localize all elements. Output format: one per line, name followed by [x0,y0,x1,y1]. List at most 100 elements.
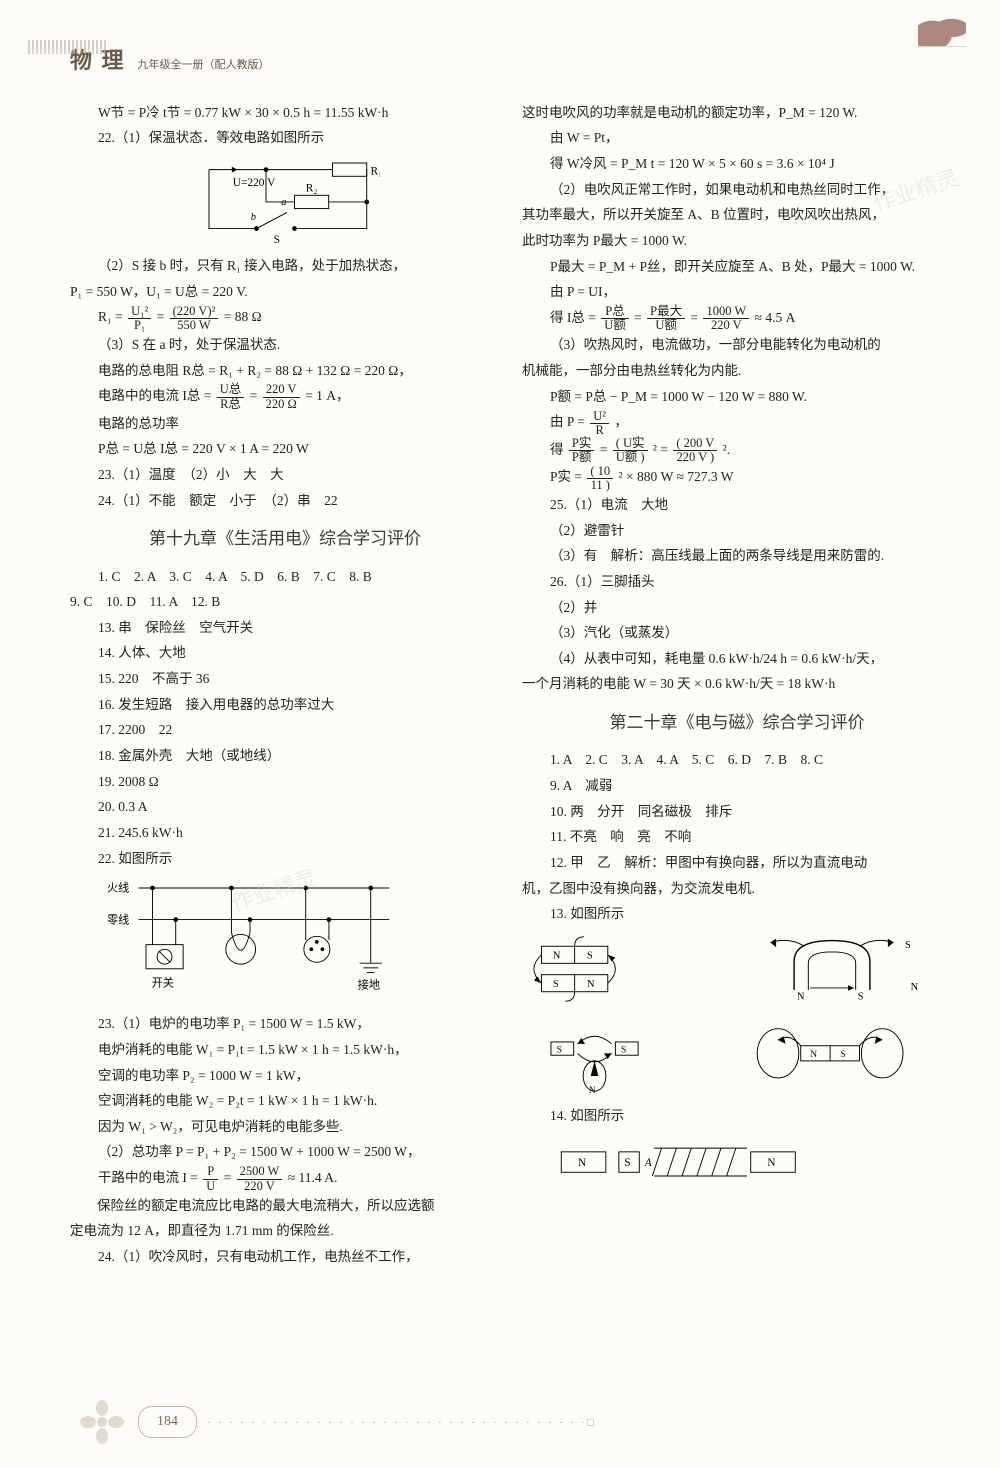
svg-text:N: N [578,1156,586,1168]
text-line: 得 W冷风 = P_M t = 120 W × 5 × 60 s = 3.6 ×… [522,151,952,177]
formula-line: 干路中的电流 I = PU = 2500 W220 V ≈ 11.4 A. [70,1165,500,1193]
text-line: W节 = P冷 t节 = 0.77 kW × 30 × 0.5 h = 11.5… [70,100,500,126]
answer-line: 18. 金属外壳 大地（或地线） [70,743,500,769]
answer-line: 9. A 减弱 [522,773,952,799]
svg-text:N: N [797,991,805,1002]
text-line: 25.（1）电流 大地 [522,492,952,518]
page-footer: 184 · · · · · · · · · · · · · · · · · · … [80,1400,596,1444]
text-line: 26.（1）三脚插头 [522,569,952,595]
barcode-decor [28,40,108,54]
right-column: 这时电吹风的功率就是电动机的额定功率，P_M = 120 W. 由 W = Pt… [522,100,952,1270]
text-line: P最大 = P_M + P丝，即开关应旋至 A、B 处，P最大 = 1000 W… [522,254,952,280]
text-line: 24.（1）不能 额定 小于 （2）串 22 [70,488,500,514]
svg-text:N: N [911,982,919,993]
answer-line: 16. 发生短路 接入用电器的总功率过大 [70,692,500,718]
text-line: P总 = U总 I总 = 220 V × 1 A = 220 W [70,436,500,462]
text-line: （3）吹热风时，电流做功，一部分电能转化为电动机的 [522,332,952,358]
text-line: （2）总功率 P = P₁ + P₂ = 1500 W + 1000 W = 2… [70,1139,500,1165]
text-line: 23.（1）电炉的电功率 P₁ = 1500 W = 1.5 kW， [70,1011,500,1037]
text-line: 由 P = UI， [522,279,952,305]
page-header: 物 理 九年级全一册（配人教版） [70,40,960,82]
flower-icon [80,1400,124,1444]
formula-line: 得 I总 = P总U额 = P最大U额 = 1000 W220 V ≈ 4.5 … [522,305,952,333]
text-line: 24.（1）吹冷风时，只有电动机工作，电热丝不工作， [70,1244,500,1270]
svg-text:N: N [810,1050,817,1060]
text-line: （2）避雷针 [522,518,952,544]
svg-text:零线: 零线 [107,913,129,927]
svg-text:N: N [553,950,561,961]
text-line: （4）从表中可知，耗电量 0.6 kW·h/24 h = 0.6 kW·h/天， [522,646,952,672]
wiring-diagram: 火线 零线 开关 [100,875,400,1005]
node-a: a [281,197,286,208]
text-line: 定电流为 12 A，即直径为 1.71 mm 的保险丝. [70,1218,500,1244]
page: 物 理 九年级全一册（配人教版） W节 = P冷 t节 = 0.77 kW × … [0,0,1000,1468]
text-line: （3）汽化（或蒸发） [522,620,952,646]
text-line: （2）S 接 b 时，只有 R₁ 接入电路，处于加热状态， [70,253,500,279]
formula-line: 由 P = U²R ， [522,409,952,437]
r1-label: R₁ [371,165,381,177]
text-line: 空调消耗的电能 W₂ = P₂t = 1 kW × 1 h = 1 kW·h. [70,1088,500,1114]
bar-magnets-figure: N S S N [532,933,712,1005]
svg-text:A: A [644,1156,652,1168]
text-line: P额 = P总 − P_M = 1000 W − 120 W = 880 W. [522,384,952,410]
svg-text:接地: 接地 [358,979,380,992]
answer-line: 20. 0.3 A [70,794,500,820]
text-line: P₁ = 550 W，U₁ = U总 = 220 V. [70,279,500,305]
text-line: 电炉消耗的电能 W₁ = P₁t = 1.5 kW × 1 h = 1.5 kW… [70,1037,500,1063]
text-line: （2）电吹风正常工作时，如果电动机和电热丝同时工作， [522,177,952,203]
answer-line: 14. 如图所示 [522,1103,952,1129]
node-b: b [251,212,256,223]
answer-line: 11. 不亮 响 亮 不响 [522,824,952,850]
text-line: （2）并 [522,595,952,621]
text-line: 保险丝的额定电流应比电路的最大电流稍大，所以应选额 [70,1193,500,1219]
text-line: 机械能，一部分由电热丝转化为内能. [522,358,952,384]
answer-line: 19. 2008 Ω [70,769,500,795]
svg-text:N: N [767,1156,775,1168]
mc-line: 1. A 2. C 3. A 4. A 5. C 6. D 7. B 8. C [522,747,952,773]
text-line: 空调的电功率 P₂ = 1000 W = 1 kW， [70,1063,500,1089]
answer-line: 21. 245.6 kW·h [70,820,500,846]
answer-line: 15. 220 不高于 36 [70,666,500,692]
text-line: 23.（1）温度 （2）小 大 大 [70,462,500,488]
answer-line: 22. 如图所示 [70,846,500,872]
answer-line: 14. 人体、大地 [70,640,500,666]
coil-diagram: N S A N [552,1135,812,1191]
text-line: 因为 W₁ > W₂，可见电炉消耗的电能多些. [70,1114,500,1140]
svg-text:S: S [624,1156,630,1168]
answer-line: 机，乙图中没有换向器，为交流发电机. [522,876,952,902]
svg-text:S: S [841,1050,846,1060]
switch-s: S [274,234,280,245]
text-line: （3）有 解析：高压线最上面的两条导线是用来防雷的. [522,543,952,569]
horseshoe-figure: N S S N [742,933,922,1005]
text-line: 此时功率为 P最大 = 1000 W. [522,228,952,254]
formula-line: P实 = ( 10 11 ) ² × 880 W ≈ 727.3 W [522,464,952,492]
mc-line: 9. C 10. D 11. A 12. B [70,589,500,615]
svg-text:S: S [557,1045,562,1055]
text-line: 这时电吹风的功率就是电动机的额定功率，P_M = 120 W. [522,100,952,126]
circuit-diagram: R₁ R₂ U=220 V a b S [190,157,380,245]
text-line: 22.（1）保温状态．等效电路如图所示 [70,125,500,151]
formula-line: 电路中的电流 I总 = U总R总 = 220 V220 Ω = 1 A， [70,383,500,411]
footer-dots: · · · · · · · · · · · · · · · · · · · · … [207,1411,596,1434]
svg-text:S: S [587,950,593,961]
svg-text:N: N [589,1086,596,1095]
answer-line: 13. 串 保险丝 空气开关 [70,615,500,641]
svg-text:N: N [587,979,595,990]
needles-figure: S S N [532,1023,712,1095]
leaf-decor [918,10,966,47]
answer-line: 12. 甲 乙 解析：甲图中有换向器，所以为直流电动 [522,850,952,876]
columns: W节 = P冷 t节 = 0.77 kW × 30 × 0.5 h = 11.5… [70,100,960,1270]
svg-text:火线: 火线 [107,881,129,895]
svg-text:S: S [621,1045,626,1055]
text-line: 电路的总电阻 R总 = R₁ + R₂ = 88 Ω + 132 Ω = 220… [70,358,500,384]
answer-line: 17. 2200 22 [70,717,500,743]
answer-line: 13. 如图所示 [522,901,952,927]
chapter-19-title: 第十九章《生活用电》综合学习评价 [70,523,500,555]
text-line: 其功率最大，所以开关旋至 A、B 位置时，电吹风吹出热风， [522,202,952,228]
text-line: 一个月消耗的电能 W = 30 天 × 0.6 kW·h/天 = 18 kW·h [522,671,952,697]
voltage-label: U=220 V [233,177,276,189]
r2-label: R₂ [306,183,318,195]
svg-text:开关: 开关 [152,976,174,990]
text-line: 电路的总功率 [70,411,500,437]
text-line: （3）S 在 a 时，处于保温状态. [70,332,500,358]
